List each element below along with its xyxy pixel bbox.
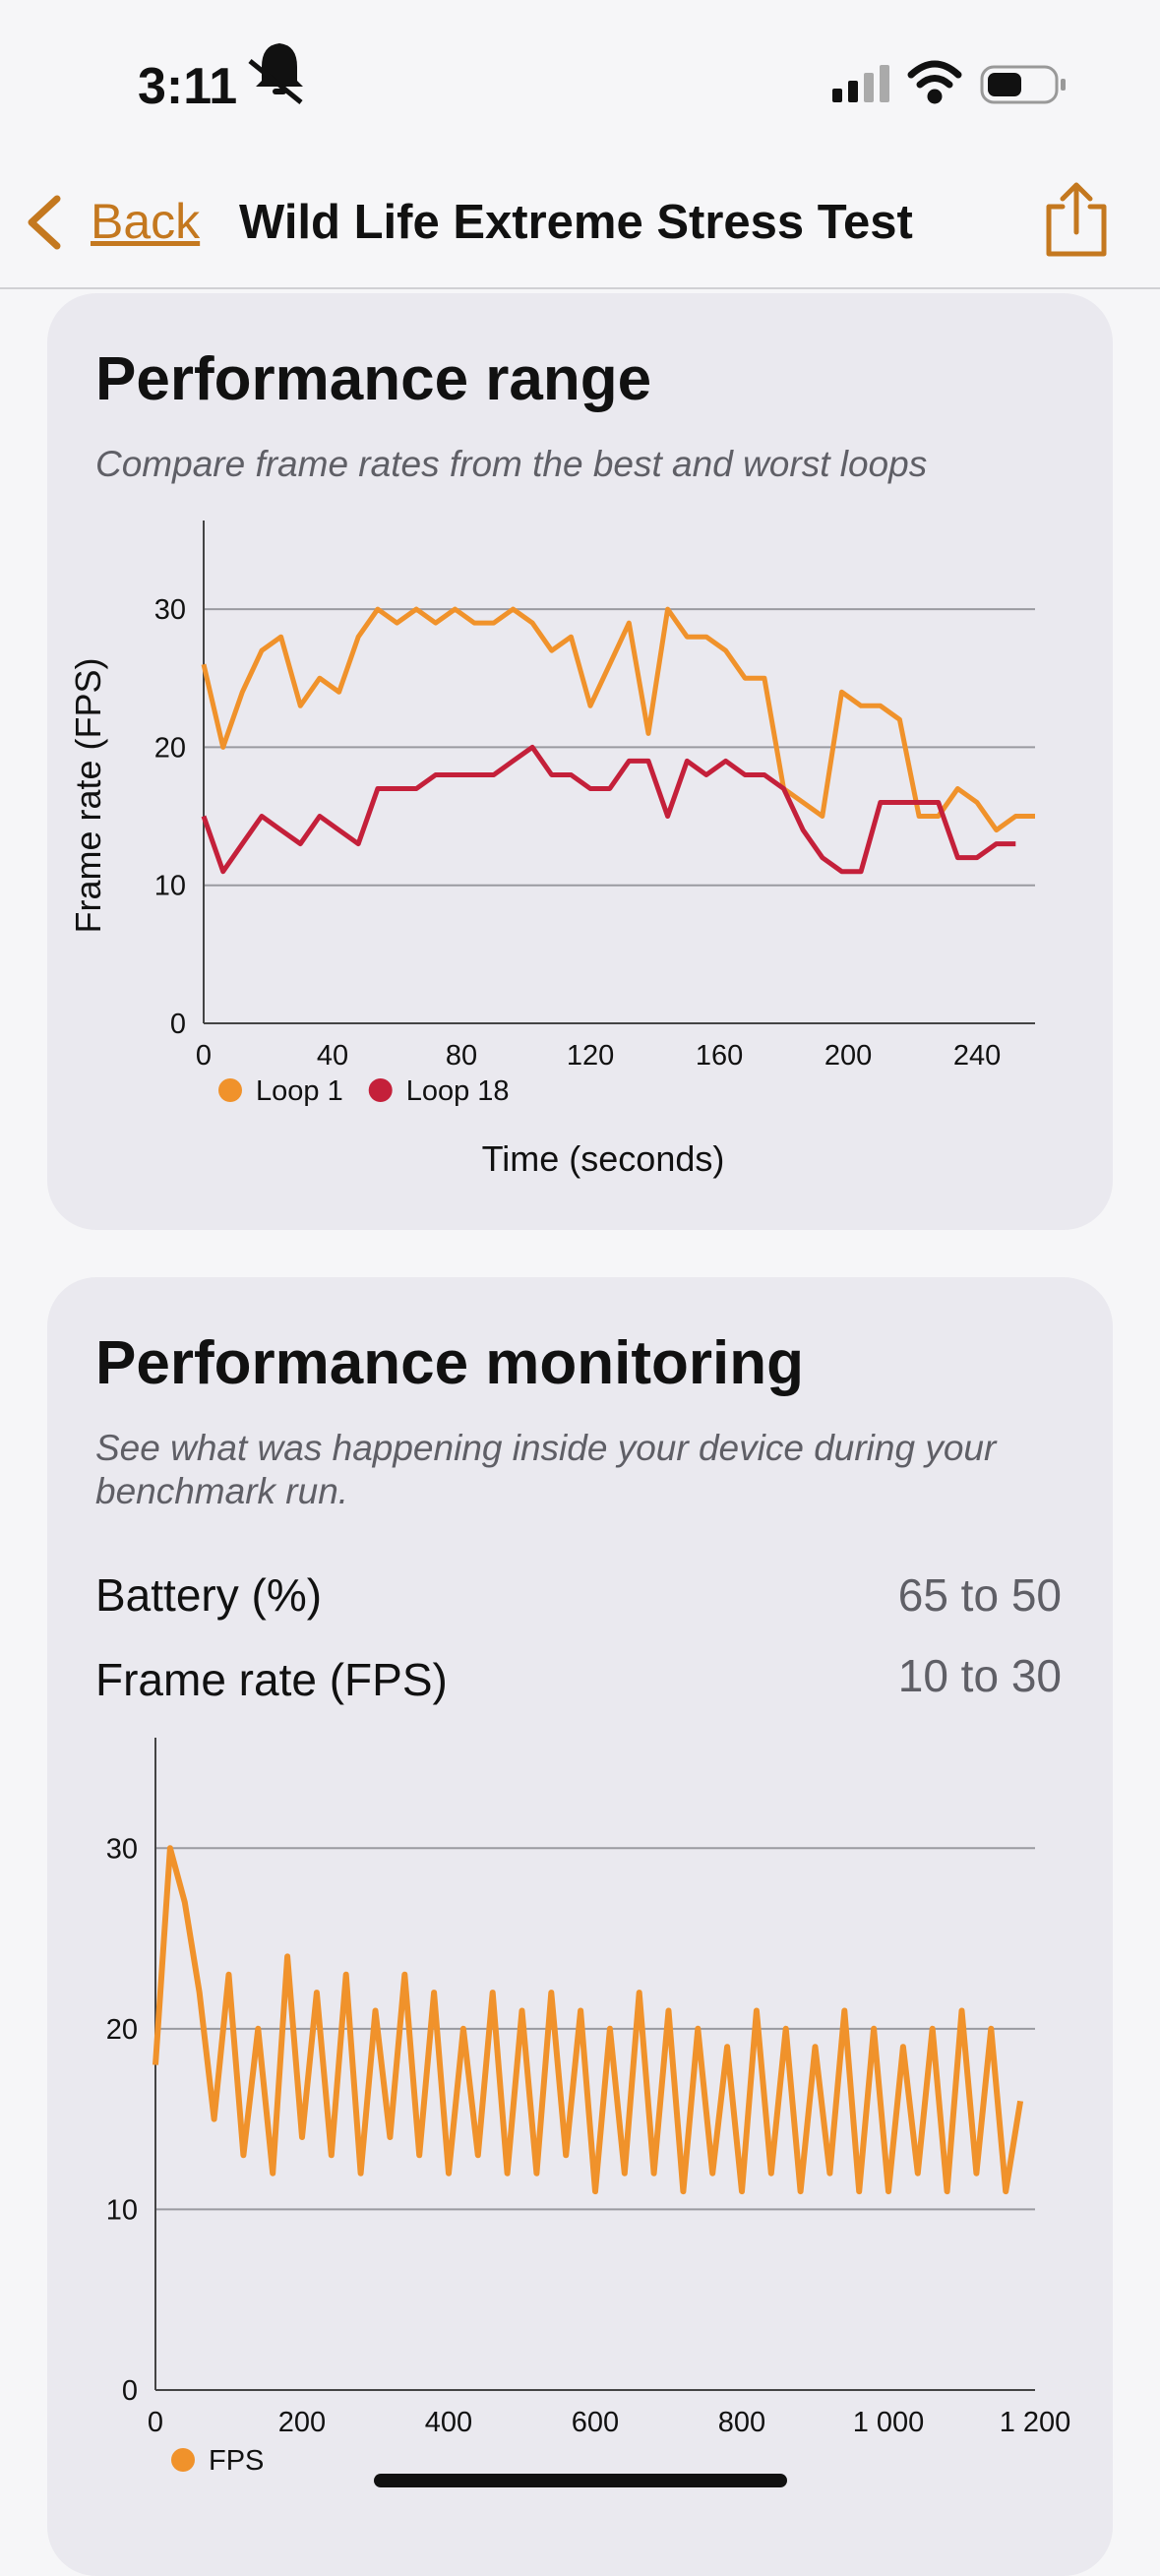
- x-tick-label: 1 200: [1000, 2407, 1071, 2438]
- share-icon[interactable]: [1046, 182, 1107, 257]
- stat-label: Frame rate (FPS): [95, 1654, 448, 1705]
- card-subtitle: Compare frame rates from the best and wo…: [95, 444, 928, 484]
- x-tick-label: 80: [446, 1040, 477, 1072]
- home-indicator: [374, 2474, 787, 2487]
- legend-marker: [368, 1078, 393, 1102]
- status-time: 3:11: [138, 58, 238, 115]
- stat-label: Battery (%): [95, 1569, 323, 1621]
- x-tick-label: 240: [953, 1040, 1001, 1072]
- y-tick-label: 0: [122, 2375, 138, 2407]
- x-tick-label: 400: [425, 2407, 472, 2438]
- legend-label: Loop 1: [256, 1075, 343, 1107]
- x-tick-label: 800: [718, 2407, 765, 2438]
- y-tick-label: 20: [106, 2014, 138, 2046]
- y-axis-label: Frame rate (FPS): [68, 657, 108, 933]
- card: [47, 293, 1113, 1230]
- x-tick-label: 200: [278, 2407, 326, 2438]
- x-tick-label: 0: [196, 1040, 212, 1072]
- card-title: Performance monitoring: [95, 1329, 804, 1397]
- legend-label: Loop 18: [406, 1075, 510, 1107]
- y-tick-label: 20: [154, 732, 186, 764]
- x-tick-label: 600: [572, 2407, 619, 2438]
- stat-value: 10 to 30: [897, 1650, 1062, 1701]
- legend-marker: [218, 1078, 242, 1102]
- status-icons: [0, 43, 1160, 289]
- wifi-icon: [907, 60, 962, 104]
- y-tick-label: 10: [154, 871, 186, 902]
- x-tick-label: 120: [567, 1040, 614, 1072]
- legend-marker: [171, 2448, 195, 2472]
- y-tick-label: 30: [154, 594, 186, 626]
- card: [47, 1277, 1113, 2576]
- mute-icon: [248, 43, 303, 104]
- nav-title: Wild Life Extreme Stress Test: [239, 196, 913, 249]
- data-line: [201, 606, 1035, 833]
- back-button[interactable]: Back: [91, 194, 201, 249]
- y-tick-label: 0: [170, 1009, 186, 1040]
- battery-icon: [980, 65, 1066, 104]
- signal-icon: [832, 65, 889, 102]
- data-line: [201, 744, 1016, 875]
- x-tick-label: 40: [317, 1040, 348, 1072]
- x-tick-label: 160: [696, 1040, 743, 1072]
- screen: 3:11 Back Wild Life Extreme Stress Test …: [0, 43, 1160, 2576]
- x-tick-label: 1 000: [853, 2407, 925, 2438]
- card-title: Performance range: [95, 345, 652, 413]
- legend-label: FPS: [209, 2445, 264, 2477]
- x-axis-label: Time (seconds): [482, 1138, 725, 1179]
- card-subtitle: See what was happening inside your devic…: [95, 1428, 997, 1511]
- data-line: [153, 1845, 1024, 2195]
- y-tick-label: 30: [106, 1833, 138, 1865]
- stat-value: 65 to 50: [897, 1569, 1062, 1621]
- y-tick-label: 10: [106, 2194, 138, 2226]
- x-tick-label: 0: [148, 2407, 163, 2438]
- back-chevron[interactable]: [28, 195, 61, 250]
- x-tick-label: 200: [824, 1040, 872, 1072]
